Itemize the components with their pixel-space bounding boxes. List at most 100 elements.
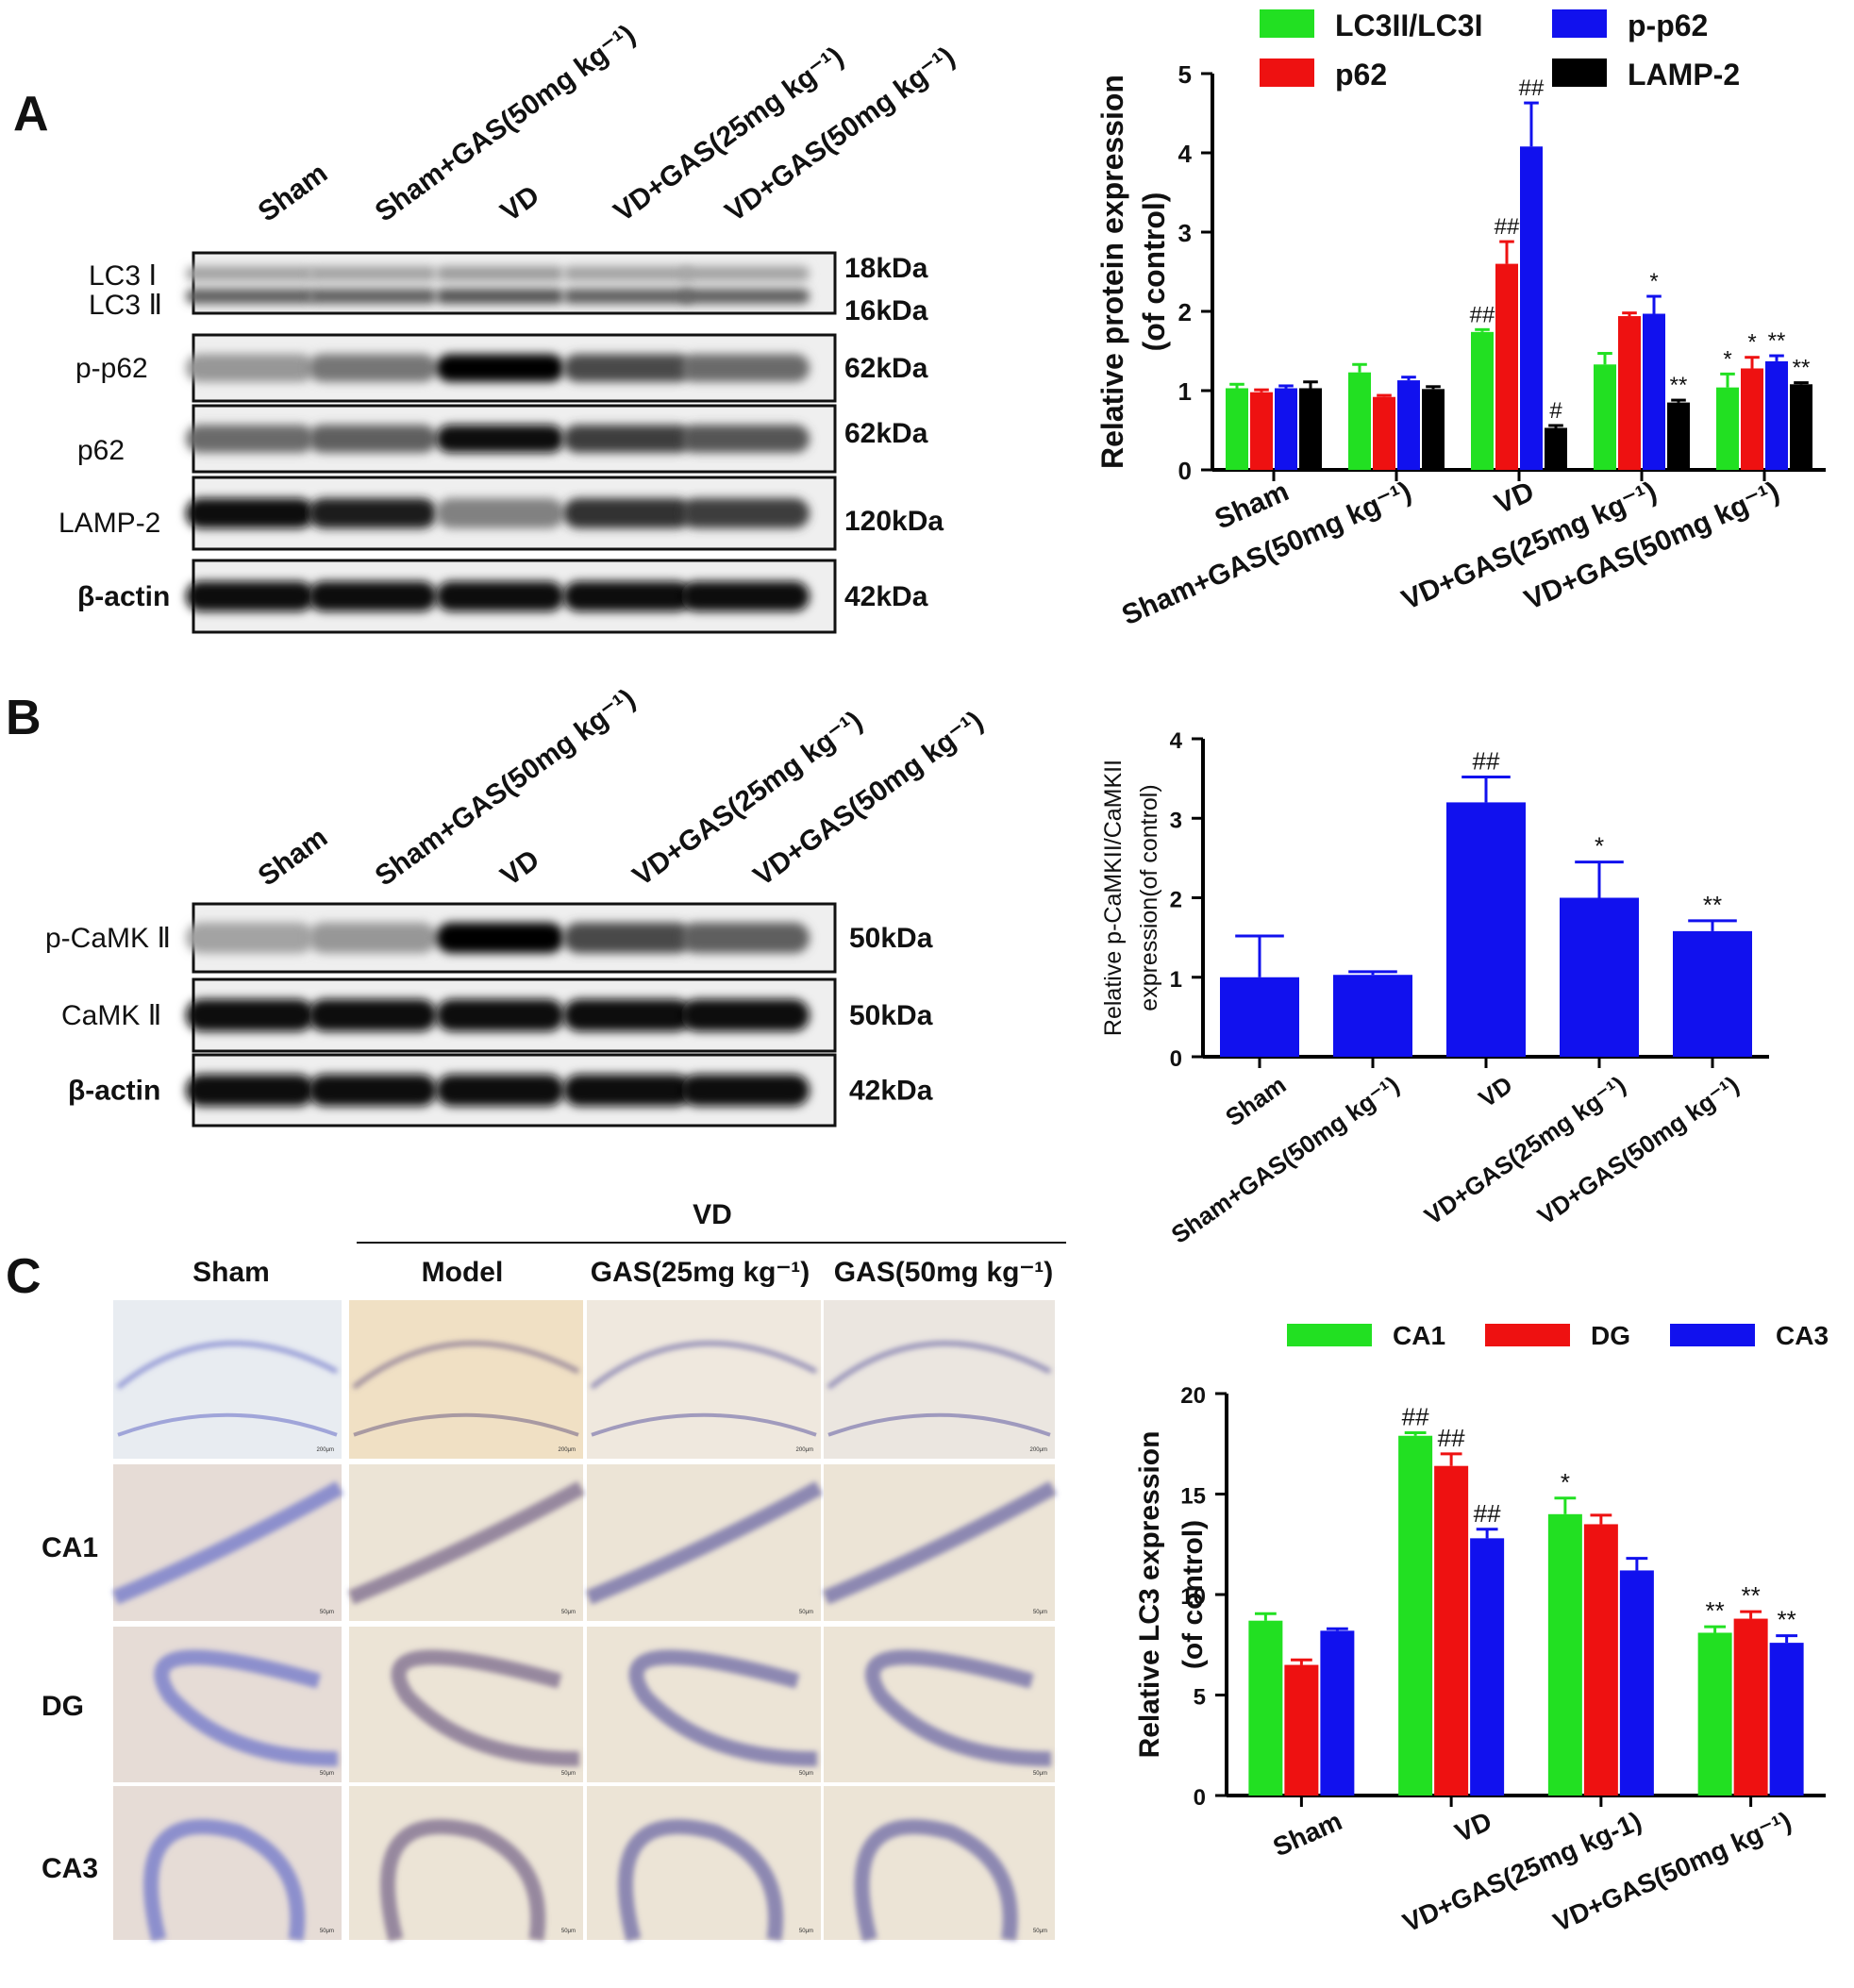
- scale-bar-label: 200μm: [559, 1447, 576, 1453]
- micrograph: 200μm: [349, 1300, 583, 1459]
- kda-label: 42kDa: [844, 581, 928, 612]
- micrograph: 200μm: [113, 1300, 342, 1459]
- panel-letter: A: [13, 87, 49, 142]
- y-axis-label-2: expression(of control): [1136, 784, 1162, 1011]
- band: [309, 425, 437, 453]
- legend-label: CA3: [1776, 1321, 1829, 1350]
- band: [563, 289, 692, 304]
- y-tick-label: 1: [1178, 377, 1192, 406]
- scale-bar-label: 50μm: [320, 1929, 334, 1934]
- band: [186, 998, 314, 1032]
- y-tick-label: 10: [1180, 1584, 1206, 1610]
- blot-label: p-CaMK Ⅱ: [45, 923, 171, 954]
- band: [186, 354, 314, 382]
- scale-bar-label: 50μm: [799, 1771, 813, 1777]
- band: [436, 922, 564, 954]
- x-tick-label: VD+GAS(50mg kg⁻¹): [1549, 1806, 1796, 1937]
- y-tick-label: 4: [1178, 140, 1193, 168]
- scale-bar-label: 50μm: [561, 1771, 576, 1777]
- band: [681, 266, 810, 281]
- band: [186, 922, 314, 954]
- lane-label: Sham: [253, 822, 333, 893]
- kda-label: 42kDa: [849, 1076, 933, 1107]
- band: [186, 498, 314, 528]
- y-tick-label: 5: [1194, 1685, 1206, 1711]
- bar: [1373, 396, 1395, 470]
- blot-strip: [186, 902, 837, 974]
- band: [563, 998, 692, 1032]
- scale-bar-label: 50μm: [799, 1929, 813, 1934]
- micrograph: 50μm: [822, 1464, 1057, 1621]
- blot-strip: [186, 251, 837, 315]
- legend-label: LAMP-2: [1628, 58, 1740, 92]
- y-axis-label-2: (of control): [1137, 192, 1171, 352]
- bar: [1520, 146, 1543, 470]
- y-axis-label-2: (of control): [1178, 1520, 1209, 1669]
- legend-label: CA1: [1393, 1321, 1445, 1350]
- lane-label: VD: [495, 844, 545, 892]
- significance-label: ##: [1495, 214, 1520, 240]
- scale-bar-label: 200μm: [796, 1447, 813, 1453]
- blot-label: CaMK Ⅱ: [61, 1000, 161, 1031]
- band: [186, 1074, 314, 1107]
- kda-label: 62kDa: [844, 353, 928, 384]
- band: [436, 289, 564, 304]
- bar: [1716, 387, 1739, 470]
- y-tick-label: 4: [1170, 728, 1183, 754]
- y-axis-label: Relative p-CaMKII/CaMKII: [1100, 760, 1127, 1036]
- x-tick-label: VD: [1450, 1806, 1495, 1847]
- band: [309, 1074, 437, 1107]
- bar: [1248, 1620, 1283, 1796]
- significance-label: ##: [1473, 746, 1500, 775]
- band: [436, 1074, 564, 1107]
- band: [563, 354, 692, 382]
- micrograph: 50μm: [349, 1786, 583, 1942]
- significance-label: **: [1778, 1606, 1796, 1634]
- chart-c: 0 5 10 15 20 Relative LC3 expression (of contr…: [1134, 1321, 1829, 1938]
- bar: [1299, 388, 1322, 470]
- band: [436, 498, 564, 528]
- column-label: GAS(50mg kg⁻¹): [834, 1257, 1054, 1288]
- blot-label: β-actin: [68, 1076, 160, 1107]
- scale-bar-label: 50μm: [320, 1610, 334, 1615]
- bar: [1471, 331, 1494, 470]
- x-tick-label: VD: [1490, 476, 1539, 520]
- blot-label: β-actin: [77, 581, 170, 612]
- blot-label: p62: [77, 435, 125, 466]
- bar: [1697, 1632, 1732, 1796]
- y-tick-label: 1: [1170, 967, 1182, 993]
- significance-label: *: [1561, 1468, 1570, 1496]
- row-label: CA1: [42, 1532, 98, 1563]
- band: [563, 425, 692, 453]
- legend-label: p62: [1335, 58, 1387, 92]
- scale-bar-label: 50μm: [1033, 1929, 1047, 1934]
- band: [681, 354, 810, 382]
- band: [563, 922, 692, 954]
- group-label: VD: [693, 1199, 732, 1230]
- micrograph: 50μm: [824, 1627, 1055, 1782]
- blot-strip: [186, 559, 837, 634]
- y-tick-label: 15: [1180, 1484, 1206, 1510]
- micrograph: 50μm: [587, 1627, 821, 1782]
- kda-label: 50kDa: [849, 1000, 933, 1031]
- legend-item: p62: [1260, 58, 1387, 92]
- y-tick-label: 3: [1170, 808, 1182, 833]
- band: [186, 581, 314, 611]
- micrograph: 50μm: [824, 1786, 1055, 1942]
- column-label: GAS(25mg kg⁻¹): [591, 1257, 810, 1288]
- bar: [1333, 975, 1412, 1057]
- bar: [1619, 1570, 1654, 1796]
- band: [681, 922, 810, 954]
- bar: [1226, 388, 1248, 470]
- band: [186, 266, 314, 281]
- significance-label: **: [1670, 373, 1688, 398]
- column-label: Model: [422, 1257, 504, 1288]
- significance-label: **: [1706, 1596, 1725, 1625]
- micrograph: 50μm: [349, 1627, 583, 1782]
- lane-label: Sham: [253, 158, 333, 228]
- band: [681, 289, 810, 304]
- micrograph: 50μm: [347, 1464, 585, 1621]
- significance-label: ##: [1519, 75, 1545, 101]
